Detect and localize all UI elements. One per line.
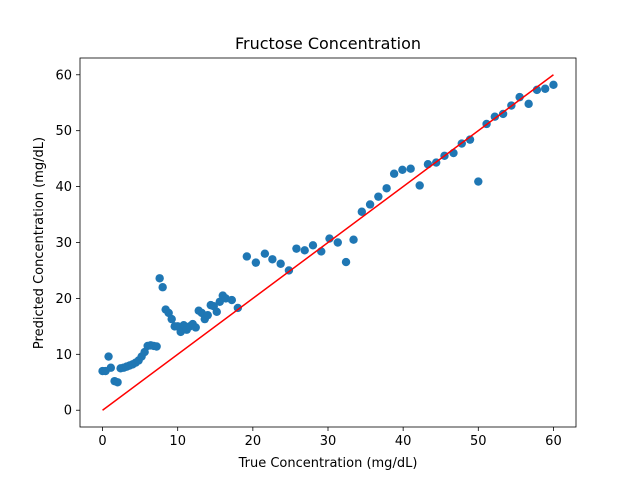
data-point: [549, 80, 558, 90]
data-point: [415, 181, 424, 190]
y-axis-label: Predicted Concentration (mg/dL): [32, 137, 47, 349]
data-point: [389, 169, 399, 178]
data-point: [113, 378, 122, 387]
chart-title: Fructose Concentration: [235, 34, 421, 53]
y-tick-label: 30: [55, 236, 72, 251]
y-tick-label: 50: [55, 124, 72, 139]
data-point: [191, 323, 200, 332]
data-point: [104, 352, 113, 361]
data-point: [317, 247, 326, 256]
data-point: [382, 184, 391, 193]
data-point: [406, 164, 415, 173]
data-point: [251, 258, 261, 267]
data-point: [341, 257, 351, 267]
data-point: [212, 307, 221, 317]
data-point: [490, 112, 500, 121]
data-point: [268, 255, 277, 264]
x-tick-label: 40: [395, 434, 412, 449]
data-point: [449, 148, 458, 158]
data-point: [349, 235, 358, 244]
data-point: [524, 99, 533, 109]
data-point: [227, 295, 237, 305]
data-point: [155, 274, 164, 283]
reference-line: [102, 74, 554, 411]
data-point: [374, 192, 383, 201]
data-point: [474, 177, 483, 186]
axes-frame: [79, 57, 577, 428]
data-point: [423, 160, 433, 169]
x-tick-label: 50: [470, 434, 487, 449]
x-tick-label: 20: [245, 434, 262, 449]
data-point: [357, 207, 367, 216]
data-point: [498, 109, 508, 119]
data-point: [242, 252, 252, 261]
y-tick-label: 60: [55, 68, 72, 83]
data-point: [308, 241, 318, 250]
y-tick-label: 40: [55, 180, 72, 195]
y-tick-label: 10: [55, 348, 72, 363]
x-tick-label: 0: [98, 434, 106, 449]
data-point: [203, 310, 212, 320]
y-tick-label: 20: [55, 292, 72, 307]
data-point: [292, 244, 301, 253]
data-point: [540, 84, 550, 93]
x-tick-label: 30: [320, 434, 337, 449]
data-point: [167, 314, 176, 324]
x-axis-label: True Concentration (mg/dL): [238, 456, 418, 471]
y-tick-label: 0: [64, 404, 72, 419]
data-point: [158, 283, 167, 292]
data-point: [276, 259, 285, 268]
data-point: [300, 246, 309, 255]
data-point: [152, 342, 161, 351]
data-point: [333, 238, 342, 247]
data-point: [398, 165, 407, 175]
data-point: [233, 303, 243, 313]
plot-area: 0 10 20 30 40 50 60 0 10 20 30 40 50 60: [55, 57, 577, 449]
x-tick-label: 60: [545, 434, 562, 449]
data-point: [106, 363, 116, 372]
data-point: [365, 200, 375, 209]
x-tick-label: 10: [169, 434, 186, 449]
data-point: [260, 249, 270, 258]
